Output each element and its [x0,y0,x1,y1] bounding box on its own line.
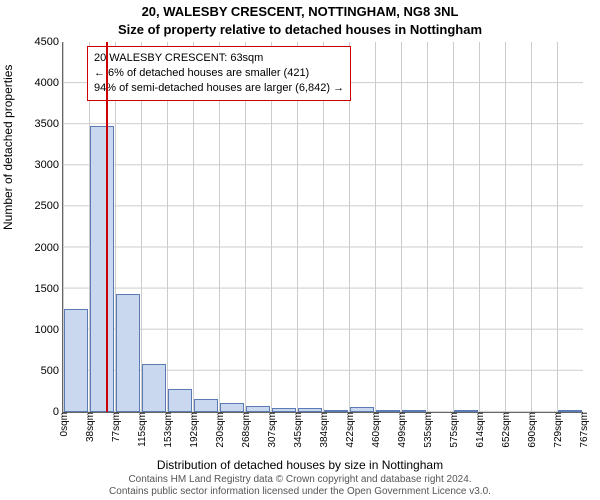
chart-title-main: 20, WALESBY CRESCENT, NOTTINGHAM, NG8 3N… [0,4,600,19]
x-axis-label: Distribution of detached houses by size … [0,458,600,472]
histogram-bar [324,410,348,412]
footer-line: Contains HM Land Registry data © Crown c… [0,474,600,486]
x-tick-label: 652sqm [501,412,512,448]
x-tick-label: 384sqm [319,412,330,448]
y-tick-label: 3500 [35,118,63,130]
y-tick-label: 4500 [35,36,63,48]
y-tick-label: 3000 [35,159,63,171]
annotation-line: 94% of semi-detached houses are larger (… [94,81,344,96]
histogram-bar [246,406,270,412]
histogram-bar [90,126,114,412]
annotation-box: 20 WALESBY CRESCENT: 63sqm ← 6% of detac… [87,46,351,101]
histogram-bar [116,294,140,412]
x-tick-label: 268sqm [241,412,252,448]
x-tick-label: 690sqm [527,412,538,448]
y-tick-label: 2500 [35,200,63,212]
histogram-bar [298,408,322,412]
x-tick-label: 345sqm [293,412,304,448]
y-axis-label: Number of detached properties [1,65,15,230]
x-tick-label: 0sqm [59,412,70,436]
x-tick-label: 460sqm [371,412,382,448]
histogram-bar [220,403,244,412]
histogram-bar [350,407,374,412]
y-tick-label: 2000 [35,242,63,254]
x-tick-label: 575sqm [449,412,460,448]
chart-footer: Contains HM Land Registry data © Crown c… [0,474,600,498]
x-tick-label: 499sqm [397,412,408,448]
histogram-bar [376,410,400,412]
annotation-line: 20 WALESBY CRESCENT: 63sqm [94,51,344,66]
x-tick-label: 192sqm [189,412,200,448]
footer-line: Contains public sector information licen… [0,486,600,498]
y-tick-label: 1000 [35,324,63,336]
x-tick-label: 38sqm [85,412,96,442]
x-tick-label: 535sqm [423,412,434,448]
histogram-bar [272,408,296,412]
x-tick-label: 230sqm [215,412,226,448]
y-tick-label: 500 [41,365,63,377]
histogram-bar [142,364,166,412]
histogram-bar [402,410,426,412]
histogram-bar [558,410,582,412]
reference-line [106,42,108,412]
x-tick-label: 729sqm [553,412,564,448]
histogram-bar [64,309,88,412]
x-tick-label: 77sqm [111,412,122,442]
x-tick-label: 115sqm [137,412,148,447]
chart-title-sub: Size of property relative to detached ho… [0,22,600,37]
x-tick-label: 307sqm [267,412,278,448]
x-tick-label: 422sqm [345,412,356,448]
histogram-bar [194,399,218,412]
histogram-bar [454,410,478,412]
y-tick-label: 4000 [35,77,63,89]
x-tick-label: 153sqm [163,412,174,448]
chart-container: 20, WALESBY CRESCENT, NOTTINGHAM, NG8 3N… [0,0,600,500]
x-tick-label: 614sqm [475,412,486,448]
plot-area: 20 WALESBY CRESCENT: 63sqm ← 6% of detac… [62,42,583,413]
x-tick-label: 767sqm [579,412,590,448]
annotation-line: ← 6% of detached houses are smaller (421… [94,66,344,81]
histogram-bar [168,389,192,412]
y-tick-label: 1500 [35,283,63,295]
